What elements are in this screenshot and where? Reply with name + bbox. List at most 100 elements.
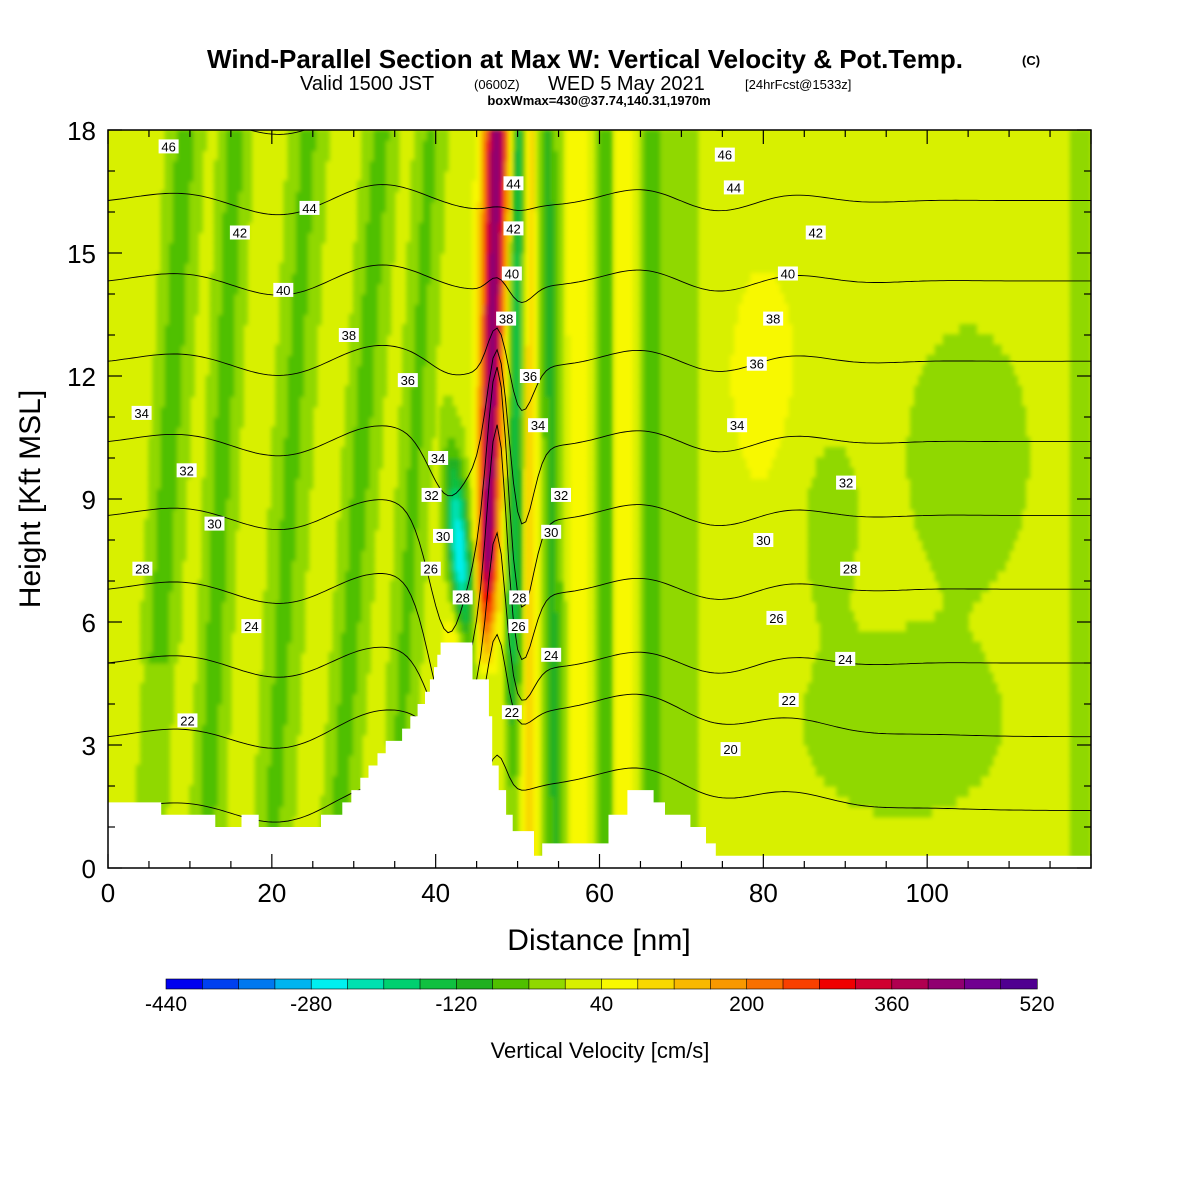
colorbar-swatch xyxy=(310,978,349,990)
contour-label: 38 xyxy=(496,311,517,327)
contour-label: 44 xyxy=(503,176,524,191)
contour-label: 28 xyxy=(509,590,530,605)
copyright-mark: (C) xyxy=(1022,53,1040,68)
colorbar-swatch xyxy=(673,978,711,990)
contour-label: 26 xyxy=(420,561,441,577)
y-tick-label: 6 xyxy=(82,608,96,638)
colorbar-swatch xyxy=(964,978,1002,990)
contour-label: 26 xyxy=(508,619,529,634)
contour-labels: 46 44 42 40 38 36 34 34 32 32 30 30 28 26 28 24 22 44 42 40… xyxy=(131,139,861,757)
colorbar-swatch xyxy=(818,978,857,990)
colorbar-swatch xyxy=(564,978,603,990)
contour-label: 26 xyxy=(766,610,787,626)
theta-contour-28 xyxy=(108,366,1091,634)
contour-label: 32 xyxy=(836,475,857,491)
contour-label: 34 xyxy=(428,451,449,466)
contour-label: 38 xyxy=(763,311,784,327)
colorbar-swatch xyxy=(202,978,240,990)
valid-utc-label: (0600Z) xyxy=(474,77,520,92)
colorbar-swatch xyxy=(782,978,820,990)
x-tick-label: 0 xyxy=(101,878,115,908)
colorbar-label: Vertical Velocity [cm/s] xyxy=(491,1038,710,1063)
contour-label: 28 xyxy=(132,561,153,577)
contour-label: 30 xyxy=(433,528,454,544)
y-tick-label: 15 xyxy=(67,239,96,269)
colorbar-tick-label: 360 xyxy=(874,993,909,1016)
contour-label: 38 xyxy=(338,328,359,343)
theta-contour-36 xyxy=(108,184,1091,216)
contour-label: 24 xyxy=(541,647,562,663)
x-tick-label: 100 xyxy=(905,878,948,908)
x-tick-label: 40 xyxy=(421,878,450,908)
theta-contour-32 xyxy=(108,327,1091,412)
contour-label: 32 xyxy=(176,463,197,478)
contour-label: 40 xyxy=(273,282,294,298)
colorbar-tick-label: 520 xyxy=(1019,993,1054,1016)
theta-contour-30 xyxy=(108,348,1091,525)
contour-label: 24 xyxy=(835,651,856,667)
colorbar-swatch xyxy=(927,978,965,990)
y-tick-label: 3 xyxy=(82,731,96,761)
colorbar-tick-label: 40 xyxy=(590,993,613,1016)
colorbar-swatch xyxy=(746,978,784,990)
chart-title: Wind-Parallel Section at Max W: Vertical… xyxy=(207,44,963,74)
colorbar-swatch xyxy=(165,978,203,990)
contour-label: 40 xyxy=(501,266,522,282)
contour-label: 32 xyxy=(421,487,442,503)
x-tick-label: 80 xyxy=(749,878,778,908)
contour-label: 28 xyxy=(452,590,473,605)
contour-label: 34 xyxy=(131,405,152,421)
theta-contour-20 xyxy=(108,754,1091,823)
colorbar-swatch xyxy=(238,978,276,990)
x-tick-label: 60 xyxy=(585,878,614,908)
contour-label: 40 xyxy=(777,266,798,282)
colorbar-swatch xyxy=(274,978,312,990)
colorbar-swatch xyxy=(891,978,929,990)
theta-contour-26 xyxy=(108,424,1091,717)
colorbar-swatch xyxy=(637,978,675,990)
valid-date-label: WED 5 May 2021 xyxy=(548,73,705,95)
x-axis-label: Distance [nm] xyxy=(507,924,690,957)
colorbar-swatch xyxy=(455,978,494,990)
plot-area: 46 44 42 40 38 36 34 34 32 32 30 30 28 26 28 24 22 44 42 40… xyxy=(108,130,1091,868)
theta-contours xyxy=(108,130,1091,823)
contour-label: 30 xyxy=(541,524,562,540)
contour-label: 32 xyxy=(550,487,571,503)
theta-contour-34 xyxy=(108,264,1091,303)
colorbar-swatch xyxy=(419,978,457,990)
contour-label: 28 xyxy=(840,561,861,577)
y-tick-label: 9 xyxy=(82,485,96,515)
colorbar-swatch xyxy=(1000,978,1038,990)
contour-label: 22 xyxy=(501,705,522,720)
colorbar-tick-label: -440 xyxy=(145,993,187,1016)
contour-label: 36 xyxy=(746,356,767,372)
colorbar-swatch xyxy=(528,978,566,990)
colorbar-swatch xyxy=(347,978,385,990)
x-tick-label: 20 xyxy=(257,878,286,908)
contour-label: 44 xyxy=(723,180,744,195)
contour-label: 34 xyxy=(727,418,748,433)
contour-label: 44 xyxy=(299,200,320,216)
contour-label: 36 xyxy=(519,369,540,384)
contour-label: 36 xyxy=(397,373,418,388)
theta-contour-22 xyxy=(108,633,1091,749)
colorbar-tick-label: 200 xyxy=(729,993,764,1016)
colorbar-swatch xyxy=(710,978,748,990)
y-tick-label: 0 xyxy=(82,854,96,884)
colorbar-tick-label: -120 xyxy=(435,993,477,1016)
colorbar-swatch xyxy=(383,978,421,990)
contour-label: 30 xyxy=(753,533,774,548)
colorbar-swatch xyxy=(492,978,530,990)
contour-label: 42 xyxy=(229,225,250,241)
colorbar-tick-label: -280 xyxy=(290,993,332,1016)
velocity-field xyxy=(131,130,1091,868)
contour-label: 24 xyxy=(241,619,262,634)
theta-contour-24 xyxy=(108,531,1091,732)
y-tick-label: 12 xyxy=(67,362,96,392)
x-axis: 0 20 40 60 80 100 xyxy=(101,130,1092,908)
terrain-mask xyxy=(108,642,1091,868)
contour-label: 46 xyxy=(158,139,179,154)
valid-time-label: Valid 1500 JST xyxy=(300,73,434,95)
